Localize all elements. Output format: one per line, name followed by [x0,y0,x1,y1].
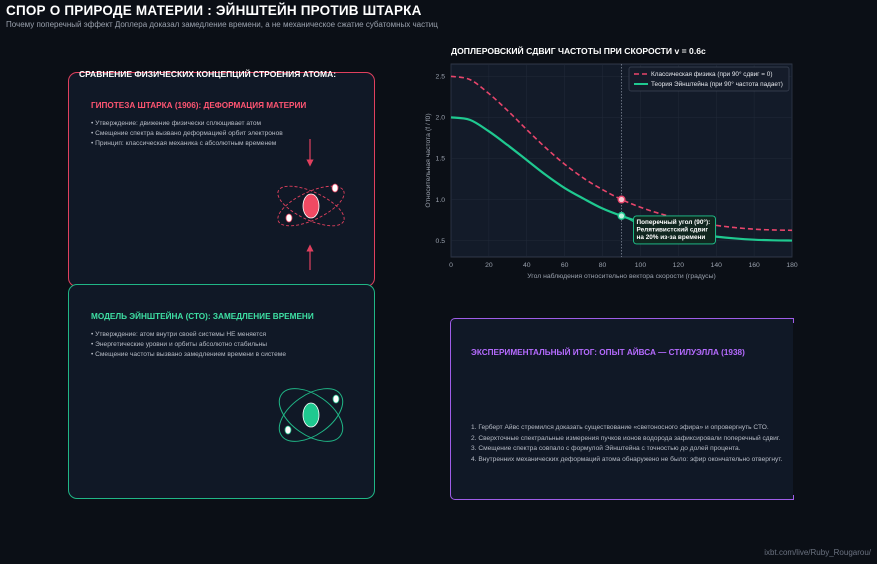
experiment-step: 3. Смещение спектра совпало с формулой Э… [471,445,741,452]
einstein-bullet: • Смещение частоты вызвано замедлением в… [91,351,286,358]
classical-90-point [617,195,626,204]
stark-card-title: ГИПОТЕЗА ШТАРКА (1906): ДЕФОРМАЦИЯ МАТЕР… [91,101,307,110]
x-tick-label: 140 [711,262,723,269]
annotation-line: Поперечный угол (90°): [637,218,711,226]
x-tick-label: 80 [599,262,607,269]
y-axis-label: Относительная частота (f / f0) [425,113,432,207]
page-subtitle: Почему поперечный эффект Доплера доказал… [6,20,438,29]
y-tick-label: 1.5 [436,156,446,163]
y-tick-label: 2.5 [436,74,446,81]
experiment-steps-list: 1. Герберт Айвс стремился доказать сущес… [471,423,793,465]
y-tick-label: 1.0 [436,197,446,204]
legend-label-einstein: Теория Эйнштейна (при 90° частота падает… [651,80,783,88]
annotation-box: Поперечный угол (90°): Релятивистский сд… [633,215,716,245]
flattened-atom-icon [277,183,345,227]
stark-hypothesis-card: ГИПОТЕЗА ШТАРКА (1906): ДЕФОРМАЦИЯ МАТЕР… [68,72,375,287]
source-watermark: ixbt.com/live/Ruby_Rougarou/ [764,548,871,557]
annotation-leader [624,216,634,223]
x-axis-label: Угол наблюдения относительно вектора ско… [527,272,715,280]
legend-frame [628,66,790,92]
y-tick-label: 2.0 [436,115,446,122]
x-tick-label: 0 [449,262,453,269]
einstein-bullet-list: • Утверждение: атом внутри своей системы… [91,330,286,360]
annotation-frame [633,215,716,245]
x-tick-label: 100 [635,262,647,269]
experiment-step: 1. Герберт Айвс стремился доказать сущес… [471,424,769,431]
x-tick-label: 120 [673,262,685,269]
annotation-line: на 20% из-за времени [637,234,706,241]
einstein-model-card: МОДЕЛЬ ЭЙНШТЕЙНА (СТО): ЗАМЕДЛЕНИЕ ВРЕМЕ… [68,284,375,499]
stark-bullet: • Утверждение: движение физически сплющи… [91,120,262,127]
comparison-heading: СРАВНЕНИЕ ФИЗИЧЕСКИХ КОНЦЕПЦИЙ СТРОЕНИЯ … [79,69,337,79]
x-tick-label: 160 [748,262,760,269]
deformed-atom-illustration [277,139,345,270]
stark-bullet-list: • Утверждение: движение физически сплющи… [91,119,283,149]
experiment-step: 2. Сверхточные спектральные измерения пу… [471,434,781,442]
classical-physics-line [450,75,793,232]
doppler-chart: 0 20 40 60 80 100 120 140 160 180 0.5 1.0 1.5 2.0 2.5… [425,63,798,280]
einstein-bullet: • Утверждение: атом внутри своей системы… [91,331,267,338]
stable-atom-illustration [278,388,344,442]
experiment-card-title: ЭКСПЕРИМЕНТАЛЬНЫЙ ИТОГ: ОПЫТ АЙВСА — СТИ… [471,348,745,357]
stable-atom-icon [278,388,344,442]
y-axis-ticks: 0.5 1.0 1.5 2.0 2.5 [436,74,446,245]
annotation-line: Релятивистский сдвиг [637,226,709,234]
x-tick-label: 40 [523,262,531,269]
experiment-result-card: ЭКСПЕРИМЕНТАЛЬНЫЙ ИТОГ: ОПЫТ АЙВСА — СТИ… [450,318,794,500]
legend-label-classical: Классическая физика (при 90° сдвиг = 0) [651,70,772,78]
x-axis-ticks: 0 20 40 60 80 100 120 140 160 180 [449,262,798,269]
x-tick-label: 60 [561,262,569,269]
y-tick-label: 0.5 [436,238,446,245]
stark-bullet: • Смещение спектра вызвано деформацией о… [91,130,283,137]
experiment-step: 4. Внутренних механических деформаций ат… [471,455,783,463]
stark-bullet: • Принцип: классическая механика с абсол… [91,140,277,147]
einstein-bullet: • Энергетические уровни и орбиты абсолют… [91,341,267,348]
chart-legend: Классическая физика (при 90° сдвиг = 0) … [628,66,790,92]
chart-title: ДОПЛЕРОВСКИЙ СДВИГ ЧАСТОТЫ ПРИ СКОРОСТИ … [451,46,706,56]
x-tick-label: 20 [485,262,493,269]
page-title: СПОР О ПРИРОДЕ МАТЕРИИ : ЭЙНШТЕЙН ПРОТИВ… [6,3,422,18]
einstein-90-point [617,211,626,220]
einstein-card-title: МОДЕЛЬ ЭЙНШТЕЙНА (СТО): ЗАМЕДЛЕНИЕ ВРЕМЕ… [91,312,314,321]
x-tick-label: 180 [786,262,798,269]
